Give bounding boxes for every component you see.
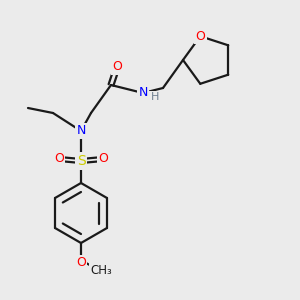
Text: O: O <box>54 152 64 166</box>
Text: O: O <box>76 256 86 269</box>
Text: H: H <box>151 92 159 102</box>
Text: O: O <box>98 152 108 166</box>
Text: N: N <box>76 124 86 137</box>
Text: N: N <box>138 86 148 100</box>
Text: S: S <box>76 154 85 168</box>
Text: CH₃: CH₃ <box>90 265 112 278</box>
Text: O: O <box>195 30 205 43</box>
Text: O: O <box>112 61 122 74</box>
